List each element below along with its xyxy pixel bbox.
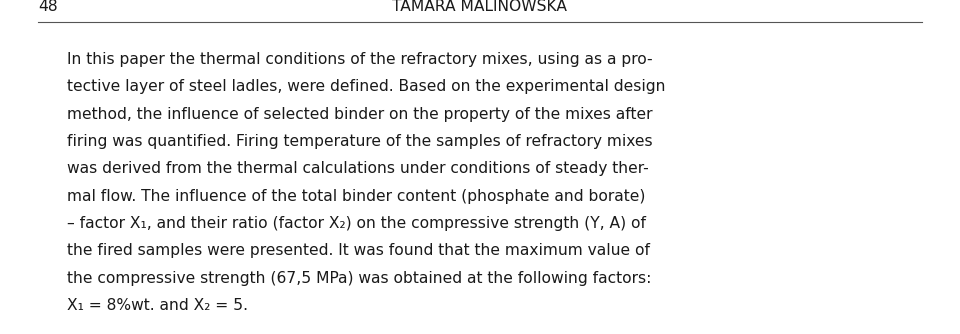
Text: method, the influence of selected binder on the property of the mixes after: method, the influence of selected binder… — [67, 107, 653, 122]
Text: tective layer of steel ladles, were defined. Based on the experimental design: tective layer of steel ladles, were defi… — [67, 79, 665, 94]
Text: was derived from the thermal calculations under conditions of steady ther-: was derived from the thermal calculation… — [67, 161, 649, 176]
Text: In this paper the thermal conditions of the refractory mixes, using as a pro-: In this paper the thermal conditions of … — [67, 52, 653, 67]
Text: X₁ = 8%wt. and X₂ = 5.: X₁ = 8%wt. and X₂ = 5. — [67, 298, 249, 313]
Text: mal flow. The influence of the total binder content (phosphate and borate): mal flow. The influence of the total bin… — [67, 189, 645, 204]
Text: the fired samples were presented. It was found that the maximum value of: the fired samples were presented. It was… — [67, 243, 650, 259]
Text: TAMARA MALINOWSKA: TAMARA MALINOWSKA — [393, 0, 567, 14]
Text: – factor X₁, and their ratio (factor X₂) on the compressive strength (Y, A) of: – factor X₁, and their ratio (factor X₂)… — [67, 216, 646, 231]
Text: 48: 48 — [38, 0, 58, 14]
Text: the compressive strength (67,5 MPa) was obtained at the following factors:: the compressive strength (67,5 MPa) was … — [67, 271, 652, 286]
Text: firing was quantified. Firing temperature of the samples of refractory mixes: firing was quantified. Firing temperatur… — [67, 134, 653, 149]
